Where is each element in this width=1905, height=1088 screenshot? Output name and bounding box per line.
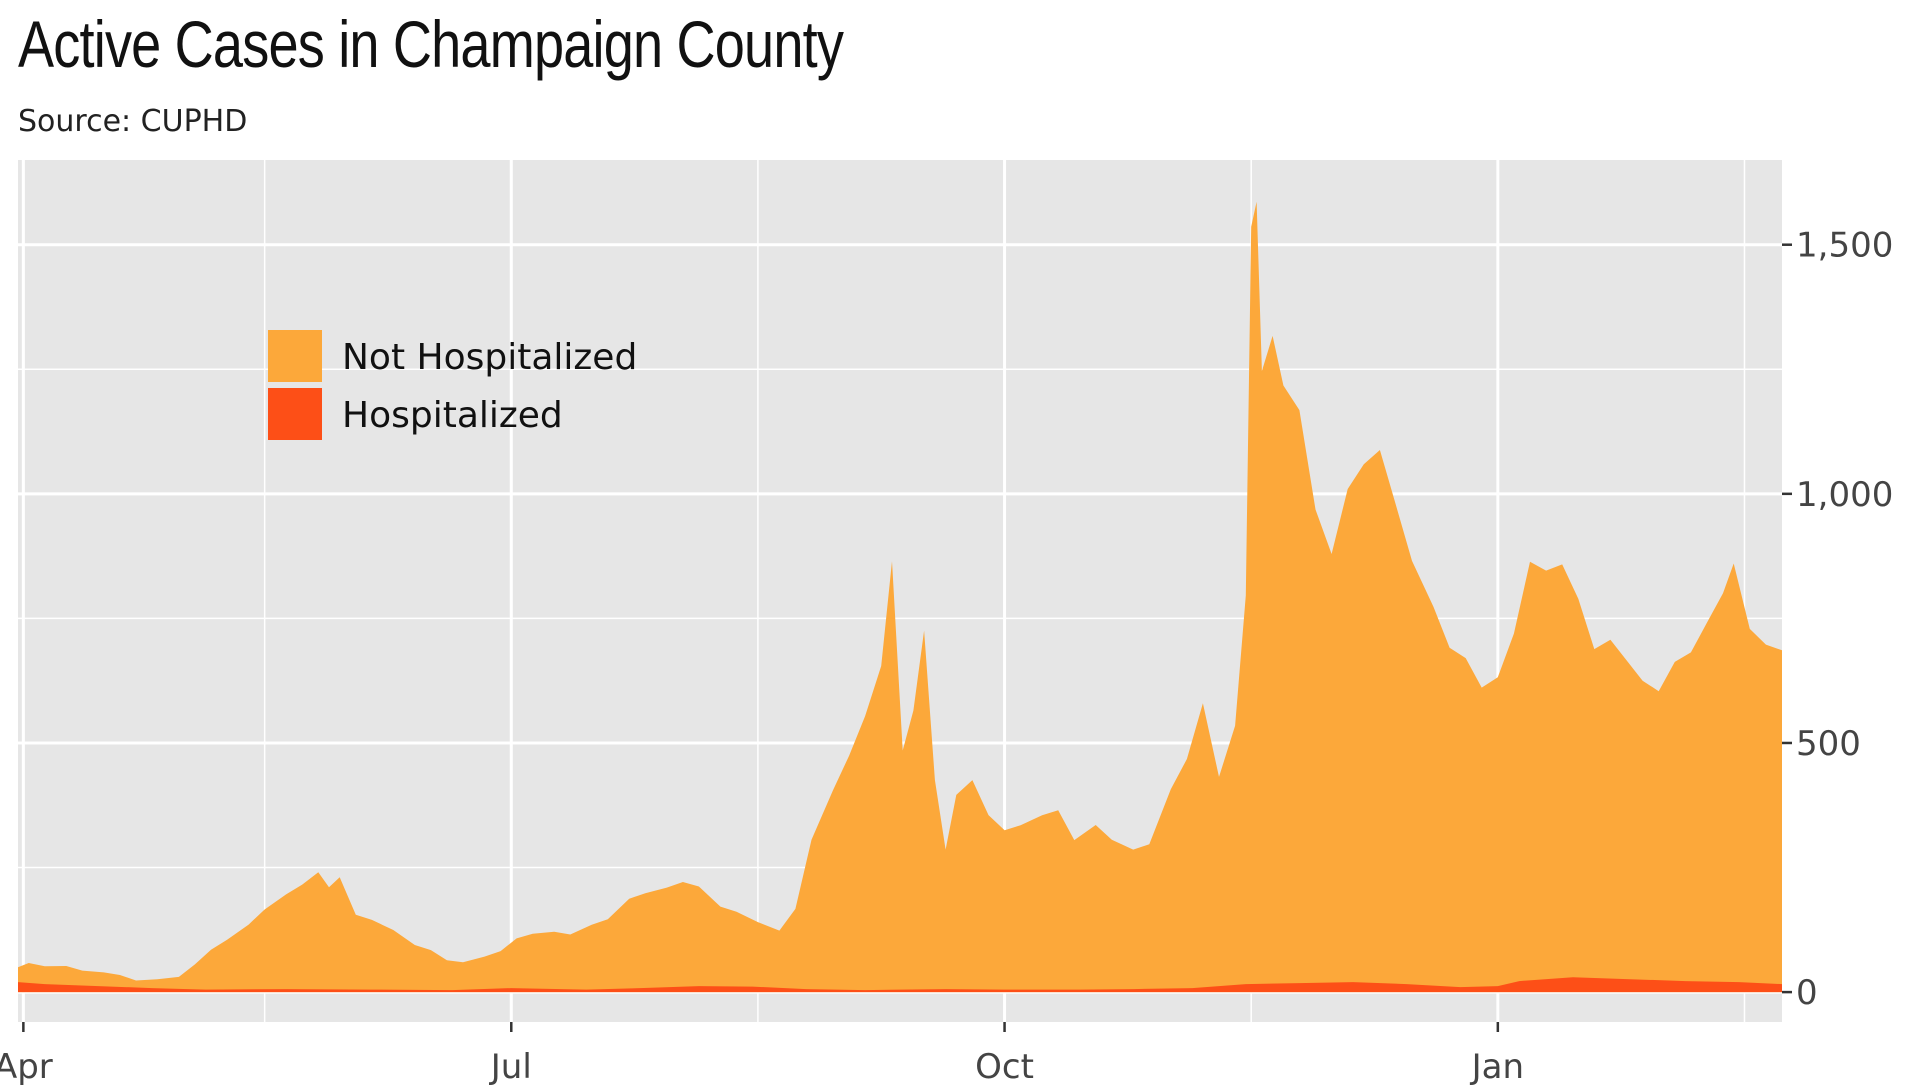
legend-swatch	[268, 330, 322, 382]
area-not-hospitalized	[18, 201, 1782, 993]
area-hospitalized	[18, 977, 1782, 993]
x-tick-label: Apr	[0, 1047, 53, 1087]
y-tick-label: 1,500	[1796, 226, 1893, 266]
y-tick-label: 500	[1796, 724, 1861, 764]
legend: Not Hospitalized Hospitalized	[268, 330, 637, 440]
area-series	[18, 201, 1782, 993]
y-tick-label: 0	[1796, 973, 1818, 1013]
legend-label: Not Hospitalized	[342, 337, 637, 378]
x-tick-label: Jul	[489, 1047, 532, 1087]
x-tick-label: Oct	[975, 1047, 1034, 1087]
chart-title: Active Cases in Champaign County	[18, 7, 844, 81]
chart-subtitle: Source: CUPHD	[18, 104, 248, 139]
legend-swatch	[268, 388, 322, 440]
axes: 0 500 1,000 1,500 Apr Jul Oct Jan	[0, 226, 1893, 1087]
legend-label: Hospitalized	[342, 395, 563, 436]
y-tick-label: 1,000	[1796, 475, 1893, 515]
x-tick-label: Jan	[1470, 1047, 1524, 1087]
